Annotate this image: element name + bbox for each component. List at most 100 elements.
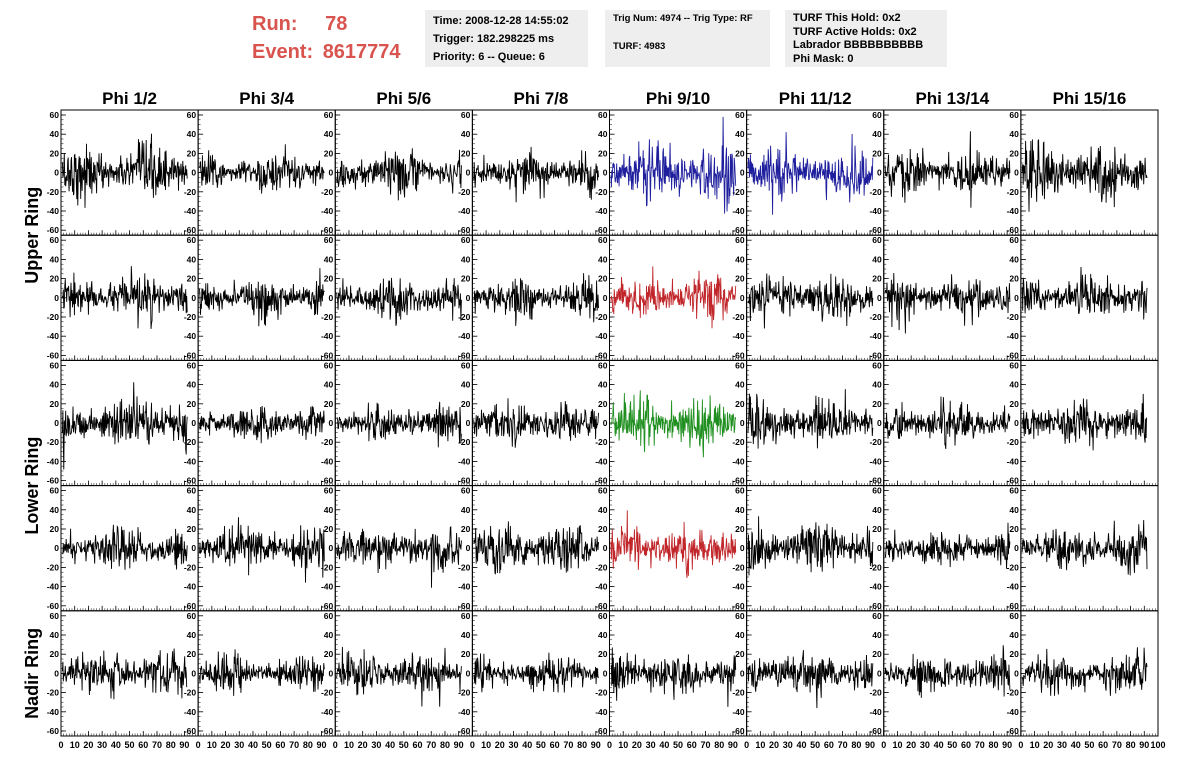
y-tick-label: -60 — [1007, 726, 1020, 736]
x-tick-label: 60 — [138, 740, 148, 750]
x-tick-label: 30 — [97, 740, 107, 750]
y-tick-label: 60 — [872, 611, 882, 621]
y-tick-label: -40 — [869, 206, 882, 216]
x-tick-label: 0 — [1018, 740, 1023, 750]
y-tick-label: 20 — [598, 399, 608, 409]
y-tick-label: 20 — [50, 649, 60, 659]
y-tick-label: 40 — [735, 505, 745, 515]
y-tick-label: -40 — [184, 456, 197, 466]
y-tick-label: 60 — [1009, 235, 1019, 245]
y-tick-label: -20 — [458, 187, 471, 197]
waveform-trace — [884, 645, 1011, 698]
x-tick-label: 60 — [961, 740, 971, 750]
run-event-box: Run: 78 Event: 8617774 — [252, 10, 420, 66]
column-title: Phi 9/10 — [646, 89, 710, 108]
x-tick-label: 90 — [591, 740, 601, 750]
x-tick-label: 40 — [1071, 740, 1081, 750]
y-tick-label: 20 — [187, 274, 197, 284]
y-tick-label: 60 — [598, 235, 608, 245]
y-tick-label: -20 — [1007, 688, 1020, 698]
x-tick-label: 50 — [810, 740, 820, 750]
y-tick-label: 60 — [187, 235, 197, 245]
y-tick-label: 0 — [466, 293, 471, 303]
y-tick-label: -40 — [47, 331, 60, 341]
y-tick-label: -60 — [869, 350, 882, 360]
y-tick-label: 60 — [598, 486, 608, 496]
y-tick-label: 60 — [1009, 486, 1019, 496]
waveform-trace — [747, 273, 874, 329]
y-tick-label: 0 — [191, 168, 196, 178]
y-tick-label: 0 — [740, 168, 745, 178]
waveform-trace — [473, 273, 599, 326]
y-tick-label: 0 — [191, 418, 196, 428]
y-tick-label: 0 — [1014, 418, 1019, 428]
y-tick-label: -40 — [321, 331, 334, 341]
y-tick-label: 20 — [735, 399, 745, 409]
y-tick-label: 60 — [598, 360, 608, 370]
y-tick-label: 20 — [1009, 148, 1019, 158]
y-tick-label: -40 — [732, 582, 745, 592]
x-tick-label: 0 — [196, 740, 201, 750]
y-tick-label: -40 — [47, 206, 60, 216]
x-tick-label: 20 — [632, 740, 642, 750]
x-tick-label: 30 — [371, 740, 381, 750]
x-tick-label: 40 — [111, 740, 121, 750]
y-tick-label: 40 — [598, 630, 608, 640]
x-tick-label: 10 — [755, 740, 765, 750]
y-tick-label: -60 — [595, 225, 608, 235]
waveform-trace — [336, 277, 462, 326]
y-tick-label: 0 — [54, 293, 59, 303]
waveform-trace — [610, 647, 737, 707]
y-tick-label: 40 — [1009, 254, 1019, 264]
y-tick-label: -40 — [1007, 582, 1020, 592]
y-tick-label: -40 — [458, 331, 471, 341]
waveform-trace — [473, 521, 599, 575]
waveform-trace — [199, 649, 325, 696]
x-tick-label: 30 — [509, 740, 519, 750]
y-tick-label: -60 — [732, 225, 745, 235]
y-tick-label: 0 — [329, 543, 334, 553]
x-tick-label: 70 — [563, 740, 573, 750]
y-tick-label: 60 — [50, 611, 60, 621]
y-tick-label: 40 — [461, 129, 471, 139]
y-tick-label: -60 — [869, 476, 882, 486]
y-tick-label: -60 — [458, 476, 471, 486]
waveform-trace — [1021, 519, 1148, 576]
y-tick-label: -20 — [732, 562, 745, 572]
waveform-trace — [473, 398, 599, 448]
y-tick-label: -60 — [184, 350, 197, 360]
x-tick-label: 90 — [1002, 740, 1012, 750]
x-tick-label: 40 — [934, 740, 944, 750]
waveform-trace — [61, 266, 188, 329]
waveform-trace — [747, 389, 874, 449]
waveform-trace — [884, 396, 1011, 449]
waveform-trace — [1021, 139, 1148, 212]
y-tick-label: 40 — [461, 254, 471, 264]
event-row: Event: 8617774 — [252, 38, 420, 66]
y-tick-label: -20 — [869, 187, 882, 197]
y-tick-label: 0 — [54, 543, 59, 553]
x-tick-label: 90 — [865, 740, 875, 750]
y-tick-label: 0 — [603, 293, 608, 303]
y-tick-label: 40 — [735, 380, 745, 390]
y-tick-label: -20 — [1007, 312, 1020, 322]
panel-frame — [334, 359, 473, 487]
y-tick-label: 40 — [187, 505, 197, 515]
y-tick-label: 20 — [1009, 399, 1019, 409]
y-tick-label: -60 — [869, 225, 882, 235]
waveform-trace — [473, 146, 599, 203]
x-tick-label: 70 — [975, 740, 985, 750]
y-tick-label: -20 — [732, 688, 745, 698]
x-tick-label: 60 — [413, 740, 423, 750]
x-tick-label: 80 — [303, 740, 313, 750]
y-tick-label: 0 — [54, 418, 59, 428]
x-tick-label: 20 — [495, 740, 505, 750]
waveform-trace — [61, 524, 188, 570]
y-tick-label: 20 — [187, 399, 197, 409]
y-tick-label: 60 — [324, 360, 334, 370]
column-title: Phi 13/14 — [915, 89, 989, 108]
y-tick-label: -40 — [595, 582, 608, 592]
x-tick-label: 30 — [920, 740, 930, 750]
y-tick-label: 20 — [461, 649, 471, 659]
column-title: Phi 1/2 — [102, 89, 157, 108]
